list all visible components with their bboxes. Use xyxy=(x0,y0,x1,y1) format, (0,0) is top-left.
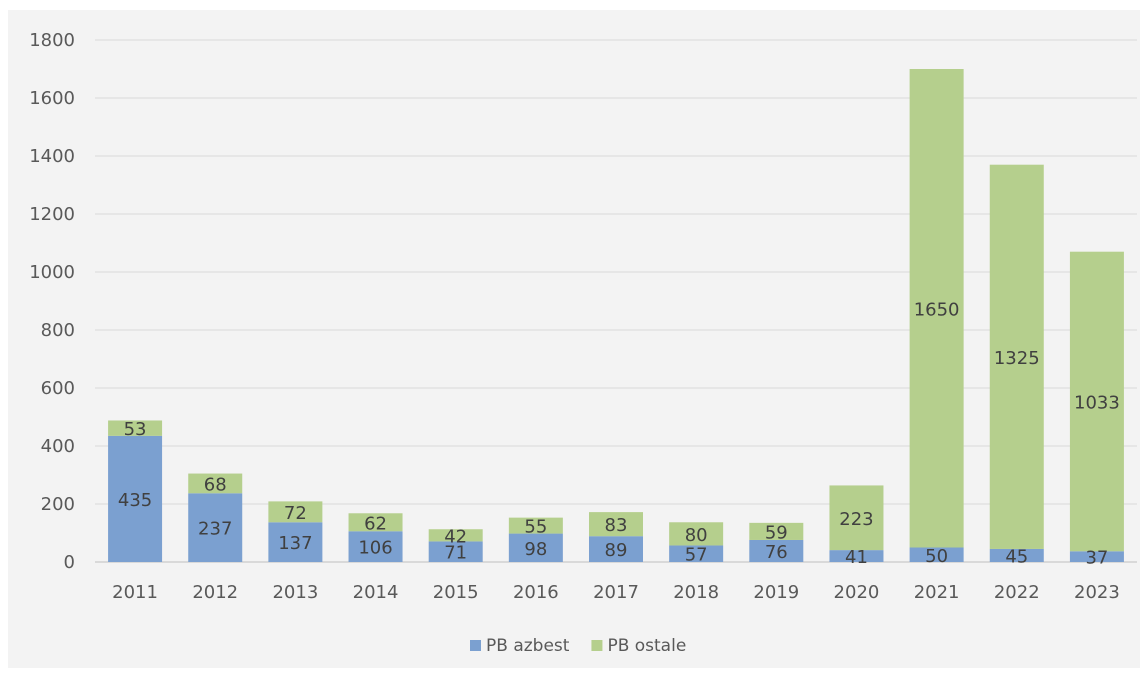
data-label: 98 xyxy=(524,539,547,560)
data-label: 89 xyxy=(605,540,628,561)
bar-pb-azbest xyxy=(188,493,243,562)
x-tick-label: 2020 xyxy=(834,582,880,603)
x-tick-label: 2022 xyxy=(994,582,1040,603)
bar-pb-ostale xyxy=(508,517,563,534)
bar-pb-azbest xyxy=(108,435,163,562)
bar-pb-azbest xyxy=(989,548,1044,562)
x-tick-label: 2023 xyxy=(1074,582,1120,603)
bar-pb-ostale xyxy=(428,529,483,542)
x-tick-label: 2014 xyxy=(353,582,399,603)
data-label: 50 xyxy=(925,546,948,567)
bar-pb-ostale xyxy=(749,522,804,540)
bar-pb-ostale xyxy=(669,522,724,546)
bar-pb-ostale xyxy=(1069,251,1124,552)
bar-pb-azbest xyxy=(829,550,884,562)
data-label: 53 xyxy=(124,419,147,440)
data-label: 83 xyxy=(605,515,628,536)
y-tick-label: 1800 xyxy=(29,30,75,51)
data-label: 223 xyxy=(839,509,873,530)
bar-pb-ostale xyxy=(589,512,643,537)
data-label: 71 xyxy=(444,543,467,564)
y-tick-label: 1000 xyxy=(29,262,75,283)
y-tick-label: 1600 xyxy=(29,88,75,109)
legend-item: PB azbest xyxy=(470,636,570,656)
data-label: 435 xyxy=(118,490,152,511)
y-tick-label: 0 xyxy=(64,552,75,573)
data-label: 1325 xyxy=(994,348,1040,369)
x-tick-label: 2021 xyxy=(914,582,960,603)
data-label: 76 xyxy=(765,542,788,563)
legend: PB azbest PB ostale xyxy=(470,636,686,656)
bar-pb-azbest xyxy=(428,541,483,562)
data-label: 80 xyxy=(685,525,708,546)
bar-pb-azbest xyxy=(589,536,643,562)
bar-pb-ostale xyxy=(829,485,884,551)
x-tick-label: 2011 xyxy=(112,582,158,603)
y-tick-label: 600 xyxy=(41,378,75,399)
data-label: 137 xyxy=(278,533,312,554)
data-label: 45 xyxy=(1005,546,1028,567)
x-tick-label: 2019 xyxy=(753,582,799,603)
data-label: 41 xyxy=(845,547,868,568)
bar-pb-azbest xyxy=(909,547,964,562)
legend-swatch xyxy=(470,640,481,651)
bar-pb-azbest xyxy=(749,539,804,562)
bar-pb-ostale xyxy=(989,164,1044,549)
x-tick-label: 2015 xyxy=(433,582,479,603)
x-axis-ticks: 2011 2012 2013 2014 2015 2016 2017 2018 2019 2020… xyxy=(112,582,1120,603)
bar-pb-ostale xyxy=(108,420,163,436)
data-label: 37 xyxy=(1085,548,1108,569)
x-tick-label: 2018 xyxy=(673,582,719,603)
x-tick-label: 2017 xyxy=(593,582,639,603)
legend-label: PB azbest xyxy=(486,636,570,656)
x-tick-label: 2013 xyxy=(272,582,318,603)
bar-pb-azbest xyxy=(268,522,323,562)
legend-swatch xyxy=(591,640,603,651)
x-tick-label: 2012 xyxy=(192,582,238,603)
data-label: 42 xyxy=(444,526,467,547)
data-label: 72 xyxy=(284,503,307,524)
y-tick-label: 1200 xyxy=(29,204,75,225)
bar-pb-ostale xyxy=(188,473,243,494)
data-label: 237 xyxy=(198,519,232,540)
data-label: 68 xyxy=(204,474,227,495)
bar-pb-azbest xyxy=(348,531,403,562)
data-label: 1650 xyxy=(914,299,960,320)
bar-pb-ostale xyxy=(268,501,323,523)
y-tick-label: 800 xyxy=(41,320,75,341)
data-label: 106 xyxy=(358,538,392,559)
legend-item: PB ostale xyxy=(591,636,686,656)
bar-pb-azbest xyxy=(669,545,724,562)
gridlines xyxy=(95,39,1137,563)
bar-pb-ostale xyxy=(348,513,403,532)
data-label: 59 xyxy=(765,522,788,543)
y-tick-label: 1400 xyxy=(29,146,75,167)
bar-pb-azbest xyxy=(1069,551,1124,562)
y-tick-label: 400 xyxy=(41,436,75,457)
x-tick-label: 2016 xyxy=(513,582,559,603)
data-label: 1033 xyxy=(1074,392,1120,413)
legend-label: PB ostale xyxy=(607,636,686,656)
y-tick-label: 200 xyxy=(41,494,75,515)
bars xyxy=(108,69,1124,562)
data-label: 55 xyxy=(524,517,547,538)
data-label: 57 xyxy=(685,545,708,566)
data-label: 62 xyxy=(364,513,387,534)
bar-pb-ostale xyxy=(909,69,964,548)
y-axis-ticks: 0 200 400 600 800 1000 1200 1400 1600 1800 xyxy=(29,30,75,573)
bar-pb-azbest xyxy=(508,533,563,562)
